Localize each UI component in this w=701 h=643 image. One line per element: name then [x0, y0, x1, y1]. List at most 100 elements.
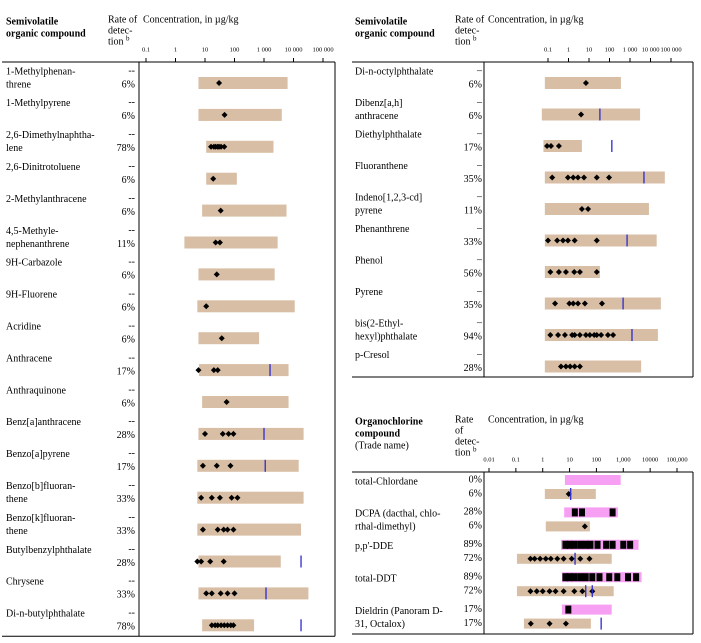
detection-rate-dash: -- — [128, 384, 135, 395]
detection-rate-dash: -- — [128, 448, 135, 459]
x-tick-label: 10 — [586, 46, 593, 53]
compound-name: threne — [6, 79, 32, 90]
x-tick-label: 10000 — [642, 456, 658, 463]
detection — [571, 237, 578, 244]
compound-name: total-DDT — [355, 573, 397, 584]
detection-rate: 6% — [122, 175, 135, 186]
x-tick-label: 0.1 — [142, 46, 150, 53]
header-rate-note: b — [473, 446, 477, 454]
header-rate: detec- — [108, 25, 132, 36]
range-bar — [198, 587, 309, 600]
range-bar — [544, 171, 665, 184]
range-bar — [544, 234, 657, 247]
range-bar — [541, 108, 641, 121]
x-tick-label: 1 000 — [257, 46, 272, 53]
detection-bar — [606, 573, 613, 582]
x-tick-label: 100 — [230, 46, 240, 53]
detection-bar — [596, 573, 603, 582]
range-bar — [544, 203, 649, 215]
detection — [582, 80, 589, 86]
header-compound: Semivolatile — [6, 16, 59, 27]
compound-name: Phenol — [355, 255, 383, 266]
detection — [562, 269, 569, 275]
detection-rate: 6% — [469, 79, 482, 90]
detection — [223, 399, 230, 405]
detection-bar — [571, 540, 578, 549]
compound-name: total-Chlordane — [355, 476, 418, 487]
header-trade-name: (Trade name) — [355, 440, 409, 451]
detection-bar — [614, 573, 621, 582]
x-tick-label: 0.1 — [512, 456, 520, 463]
compound-name: lene — [6, 143, 23, 154]
range-bar — [197, 523, 302, 536]
detection-bar — [627, 540, 634, 549]
detection-rate: 78% — [117, 622, 135, 633]
detection-rate: 17% — [117, 366, 135, 377]
detection-rate: 35% — [464, 174, 482, 185]
compound-name: nephenanthrene — [6, 239, 70, 250]
compound-name: rthal-dimethyl) — [355, 522, 416, 533]
detection — [228, 494, 235, 501]
detection-rate-dash: -- — [128, 193, 135, 204]
range-bar — [198, 332, 260, 345]
compound-name: 1-Methylpyrene — [6, 98, 71, 109]
detection-rate: 78% — [117, 143, 135, 154]
compound-name: Benzo[b]fluoran- — [6, 481, 75, 492]
detection — [598, 300, 605, 307]
detection — [578, 206, 585, 212]
detection — [586, 332, 593, 338]
detection-rate: 6% — [469, 521, 482, 532]
detection — [606, 174, 613, 181]
compound-name: thene — [6, 526, 28, 537]
detection-rate: 72% — [464, 585, 482, 596]
compound-name: 2-Methylanthracene — [6, 194, 87, 205]
range-bar-pink — [561, 604, 612, 615]
detection-bar — [577, 540, 584, 549]
detection — [547, 555, 554, 562]
detection — [220, 526, 227, 533]
compound-name: Chrysene — [6, 577, 44, 588]
detection — [576, 363, 583, 370]
compound-name: Dieldrin (Panoram D- — [355, 606, 443, 617]
compound-name: bis(2-Ethyl- — [355, 318, 403, 329]
compound-name: Benzo[k]fluoran- — [6, 513, 75, 524]
detection — [576, 269, 583, 275]
detection-rate: 6% — [469, 488, 482, 499]
detection — [214, 526, 221, 533]
detection-rate-dash: – — [476, 317, 483, 328]
detection-rate-dash: – — [476, 128, 483, 139]
detection — [210, 175, 217, 182]
detection-rate: 0% — [469, 474, 482, 485]
detection-rate: 6% — [122, 79, 135, 90]
header-rate: tion — [455, 447, 471, 458]
detection — [552, 300, 559, 307]
x-tick-label: 10 000 — [642, 46, 660, 53]
detection-rate: 56% — [464, 268, 482, 279]
header-compound: Organochlorine — [355, 416, 423, 427]
detection-rate-dash: – — [476, 65, 483, 76]
range-bar — [543, 140, 582, 152]
detection — [224, 526, 231, 533]
detection — [555, 143, 562, 149]
detection — [570, 174, 577, 181]
range-bar — [202, 204, 287, 217]
detection — [593, 237, 600, 244]
range-bar — [202, 396, 289, 408]
detection-rate-dash: – — [476, 97, 483, 108]
detection-rate-dash: – — [476, 254, 483, 265]
detection — [567, 363, 574, 370]
detection-rate-dash: -- — [128, 129, 135, 140]
header-rate: Rate of — [108, 14, 138, 25]
compound-name: 9H-Carbazole — [6, 258, 63, 269]
detection-rate: 94% — [464, 331, 482, 342]
range-bar — [198, 555, 281, 568]
detection — [221, 111, 228, 118]
detection — [580, 174, 587, 181]
detection — [571, 269, 578, 275]
compound-name: Benz[a]anthracene — [6, 417, 82, 428]
detection-bar — [609, 508, 616, 517]
detection — [218, 335, 225, 342]
detection — [210, 367, 217, 374]
detection-rate: 35% — [464, 300, 482, 311]
detection — [547, 143, 554, 149]
